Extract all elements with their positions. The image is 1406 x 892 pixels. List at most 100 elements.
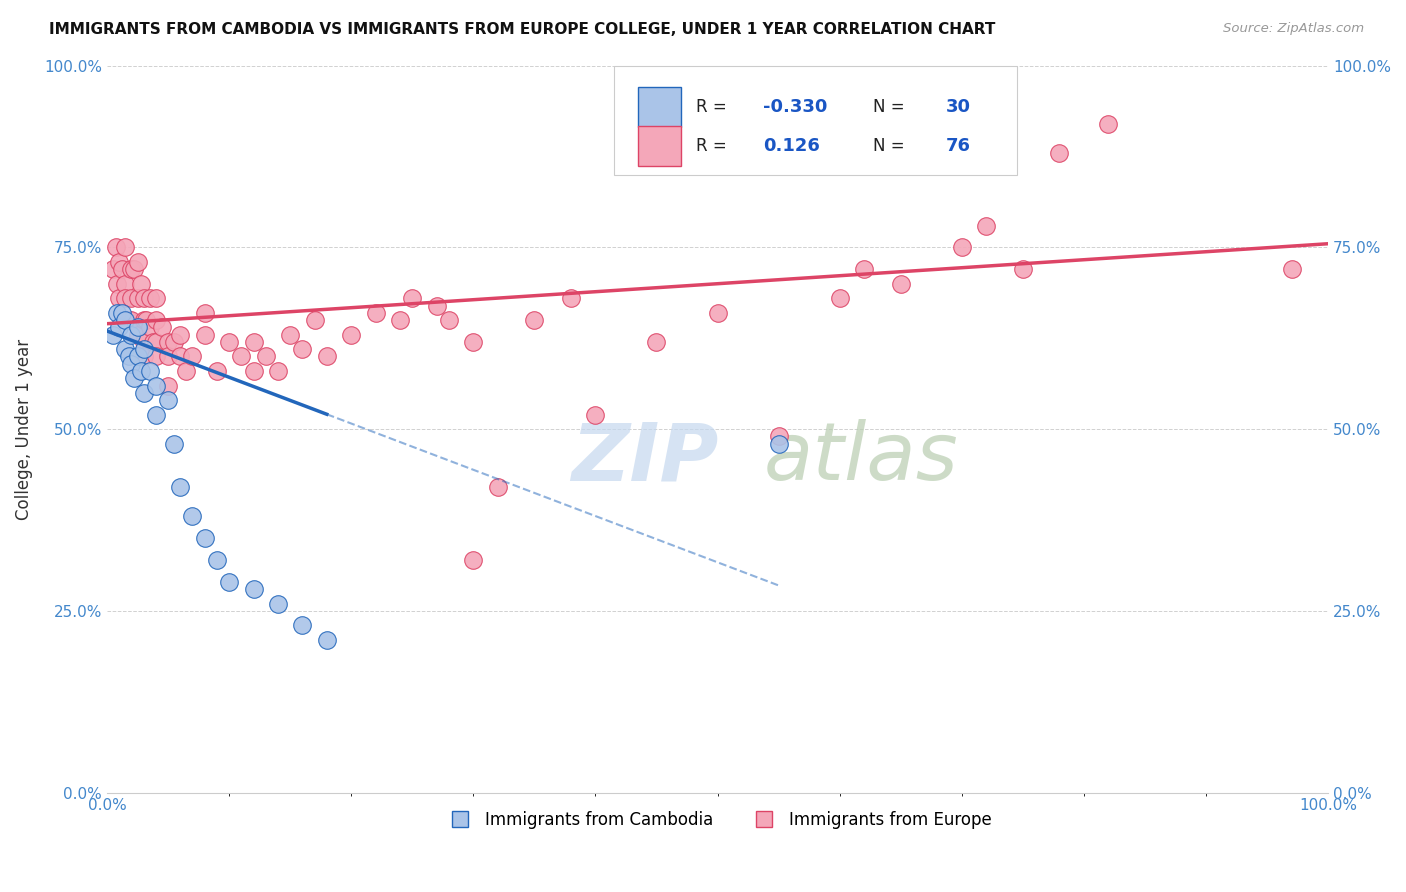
Point xyxy=(163,334,186,349)
Point xyxy=(205,553,228,567)
Point xyxy=(138,320,160,334)
Point xyxy=(768,436,790,450)
Point xyxy=(194,531,217,545)
Point xyxy=(114,342,136,356)
Point xyxy=(145,350,167,364)
Point xyxy=(127,255,149,269)
Point xyxy=(120,291,142,305)
Point xyxy=(132,291,155,305)
Point xyxy=(583,408,606,422)
Point xyxy=(1049,145,1071,160)
Point xyxy=(486,480,509,494)
Point xyxy=(145,408,167,422)
Point xyxy=(114,291,136,305)
Point xyxy=(101,327,124,342)
Point xyxy=(101,262,124,277)
Point xyxy=(242,582,264,596)
Point xyxy=(157,378,180,392)
Point xyxy=(135,313,157,327)
Point xyxy=(1281,262,1303,277)
Point xyxy=(463,334,485,349)
Text: Source: ZipAtlas.com: Source: ZipAtlas.com xyxy=(1223,22,1364,36)
Point xyxy=(218,574,240,589)
Point xyxy=(176,364,198,378)
Point xyxy=(120,327,142,342)
Point xyxy=(132,342,155,356)
Point xyxy=(169,350,191,364)
Point xyxy=(267,364,290,378)
Point xyxy=(132,334,155,349)
Point xyxy=(205,364,228,378)
Point xyxy=(304,313,326,327)
Point xyxy=(120,313,142,327)
Point xyxy=(463,553,485,567)
Text: ZIP: ZIP xyxy=(571,419,718,497)
Point xyxy=(114,313,136,327)
Point xyxy=(122,262,145,277)
Point xyxy=(111,306,134,320)
Point xyxy=(169,480,191,494)
Point xyxy=(267,597,290,611)
Point xyxy=(105,306,128,320)
Text: -0.330: -0.330 xyxy=(762,98,827,116)
Point xyxy=(145,313,167,327)
Point xyxy=(120,262,142,277)
Point xyxy=(254,350,277,364)
Point xyxy=(145,334,167,349)
Point xyxy=(145,291,167,305)
Point xyxy=(150,320,173,334)
Text: R =: R = xyxy=(696,136,737,154)
Point xyxy=(437,313,460,327)
FancyBboxPatch shape xyxy=(614,66,1017,175)
Point xyxy=(389,313,412,327)
Point xyxy=(169,327,191,342)
Point xyxy=(138,291,160,305)
Point xyxy=(1097,117,1119,131)
Point xyxy=(181,350,204,364)
Text: 76: 76 xyxy=(946,136,972,154)
Point xyxy=(560,291,582,305)
Point xyxy=(340,327,363,342)
Text: 0.126: 0.126 xyxy=(762,136,820,154)
Point xyxy=(157,392,180,407)
Point xyxy=(122,371,145,385)
Point xyxy=(828,291,851,305)
Point xyxy=(890,277,912,291)
Point xyxy=(138,364,160,378)
Point xyxy=(129,277,152,291)
Point xyxy=(315,632,337,647)
Point xyxy=(108,291,131,305)
Point xyxy=(118,350,141,364)
Point xyxy=(108,255,131,269)
Point xyxy=(1011,262,1033,277)
Point xyxy=(114,240,136,254)
Text: 30: 30 xyxy=(946,98,972,116)
Point xyxy=(132,350,155,364)
Point xyxy=(120,357,142,371)
Point xyxy=(194,327,217,342)
Point xyxy=(127,350,149,364)
Point xyxy=(364,306,387,320)
Point xyxy=(231,350,253,364)
Point xyxy=(132,385,155,400)
Point xyxy=(194,306,217,320)
Point xyxy=(706,306,728,320)
Point xyxy=(278,327,301,342)
Point xyxy=(132,313,155,327)
Point xyxy=(105,277,128,291)
Point xyxy=(315,350,337,364)
Point xyxy=(157,334,180,349)
Point xyxy=(768,429,790,443)
Text: N =: N = xyxy=(873,98,910,116)
Point xyxy=(426,299,449,313)
Point xyxy=(950,240,973,254)
Point xyxy=(142,334,165,349)
Point xyxy=(111,262,134,277)
Text: R =: R = xyxy=(696,98,731,116)
Point xyxy=(291,342,314,356)
FancyBboxPatch shape xyxy=(638,126,681,166)
Point xyxy=(242,364,264,378)
Text: atlas: atlas xyxy=(763,419,959,497)
Point xyxy=(127,320,149,334)
Point xyxy=(853,262,876,277)
